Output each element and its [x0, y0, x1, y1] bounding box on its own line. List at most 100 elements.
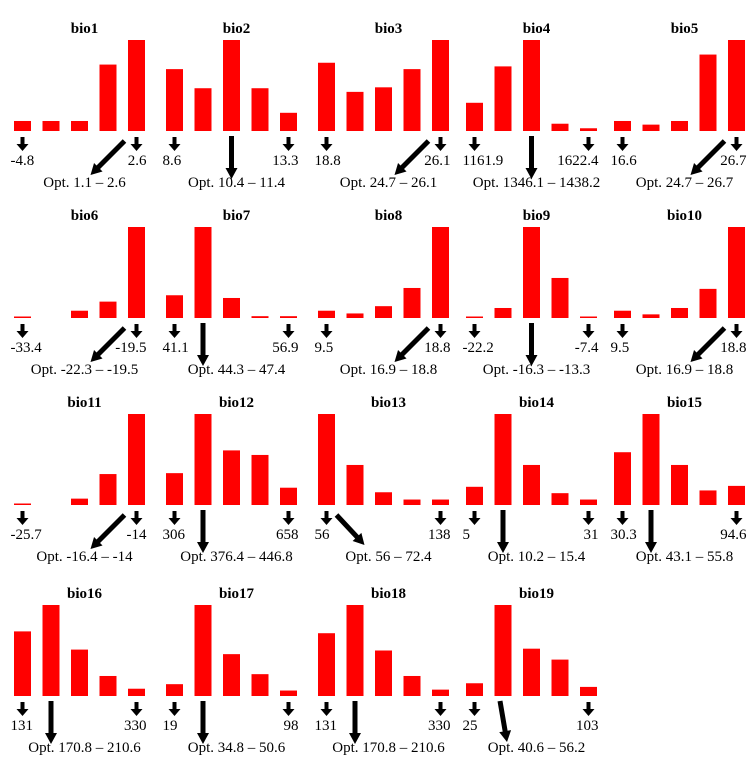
min-label: 8.6 [163, 153, 182, 169]
max-arrow-icon [130, 702, 143, 716]
optimum-label: Opt. 10.2 – 15.4 [488, 549, 586, 565]
bar [614, 310, 631, 318]
max-label: 13.3 [272, 153, 298, 169]
panel-title: bio16 [67, 586, 103, 602]
min-arrow-icon [468, 702, 481, 716]
bar [466, 683, 483, 696]
max-label: 56.9 [272, 340, 298, 356]
bar [523, 648, 540, 696]
bar [699, 54, 717, 132]
max-arrow-icon [434, 324, 447, 338]
min-arrow-icon [16, 511, 29, 525]
bar [42, 605, 60, 696]
bar [166, 684, 183, 696]
bar [432, 499, 449, 505]
bar [403, 69, 421, 131]
optimum-label: Opt. -16.3 – -13.3 [483, 362, 591, 378]
optimum-label: Opt. 170.8 – 210.6 [332, 740, 445, 756]
panel-title: bio1 [71, 21, 99, 37]
optimum-arrow-icon [497, 700, 512, 742]
bar [671, 464, 688, 505]
bar [466, 316, 483, 318]
panel-title: bio14 [519, 395, 555, 411]
optimum-label: Opt. 1.1 – 2.6 [43, 175, 126, 191]
min-arrow-icon [616, 511, 629, 525]
bar [494, 605, 512, 696]
optimum-arrow-icon [90, 513, 127, 549]
min-label: -4.8 [11, 153, 35, 169]
bar [318, 62, 335, 131]
min-label: -33.4 [11, 340, 43, 356]
optimum-arrow-icon [225, 136, 238, 179]
bar [551, 123, 569, 131]
optimum-label: Opt. -22.3 – -19.5 [31, 362, 139, 378]
bar [642, 414, 660, 505]
min-label: -25.7 [11, 527, 43, 543]
bar [166, 295, 183, 318]
bar [375, 87, 392, 131]
bar [251, 316, 269, 318]
bar [432, 689, 449, 696]
bar [346, 313, 364, 318]
min-arrow-icon [168, 137, 181, 151]
bar [671, 307, 688, 318]
panel-title: bio2 [223, 21, 251, 37]
bar [280, 316, 297, 318]
bar [71, 649, 88, 696]
max-arrow-icon [130, 324, 143, 338]
min-arrow-icon [320, 324, 333, 338]
optimum-label: Opt. 40.6 – 56.2 [488, 740, 586, 756]
panel-title: bio17 [219, 586, 255, 602]
bar [71, 310, 88, 318]
bar [642, 124, 660, 131]
max-arrow-icon [434, 702, 447, 716]
min-arrow-icon [16, 324, 29, 338]
max-label: 330 [124, 718, 147, 734]
optimum-label: Opt. 34.8 – 50.6 [188, 740, 286, 756]
optimum-label: Opt. 43.1 – 55.8 [636, 549, 734, 565]
max-arrow-icon [730, 324, 743, 338]
bar [251, 674, 269, 696]
optimum-label: Opt. 24.7 – 26.7 [636, 175, 734, 191]
bar [251, 454, 269, 505]
max-arrow-icon [282, 137, 295, 151]
bar [494, 414, 512, 505]
optimum-arrow-icon [394, 326, 431, 362]
max-label: 18.8 [720, 340, 746, 356]
max-label: 103 [576, 718, 599, 734]
panel-title: bio5 [671, 21, 699, 37]
bar [71, 498, 88, 505]
panel-title: bio6 [71, 208, 99, 224]
bar [432, 40, 449, 131]
optimum-arrow-icon [90, 139, 127, 175]
optimum-label: Opt. 1346.1 – 1438.2 [473, 175, 601, 191]
panel-title: bio8 [375, 208, 403, 224]
bar [728, 40, 745, 131]
bar [551, 493, 569, 505]
bar [42, 120, 60, 131]
bar [128, 227, 145, 318]
max-arrow-icon [730, 511, 743, 525]
max-label: 138 [428, 527, 451, 543]
max-label: 2.6 [128, 153, 147, 169]
panel-title: bio7 [223, 208, 251, 224]
bar [551, 277, 569, 318]
max-label: 1622.4 [557, 153, 599, 169]
bar [223, 297, 240, 318]
max-arrow-icon [434, 511, 447, 525]
bar [223, 40, 240, 131]
bar [432, 227, 449, 318]
panel-title: bio15 [667, 395, 702, 411]
max-arrow-icon [582, 511, 595, 525]
min-arrow-icon [320, 702, 333, 716]
min-label: 18.8 [315, 153, 341, 169]
bar [194, 227, 212, 318]
bar [14, 316, 31, 318]
min-arrow-icon [168, 324, 181, 338]
bar [375, 650, 392, 696]
min-arrow-icon [168, 702, 181, 716]
bar [128, 40, 145, 131]
min-label: 5 [463, 527, 471, 543]
optimum-arrow-icon [197, 701, 209, 744]
max-arrow-icon [282, 324, 295, 338]
